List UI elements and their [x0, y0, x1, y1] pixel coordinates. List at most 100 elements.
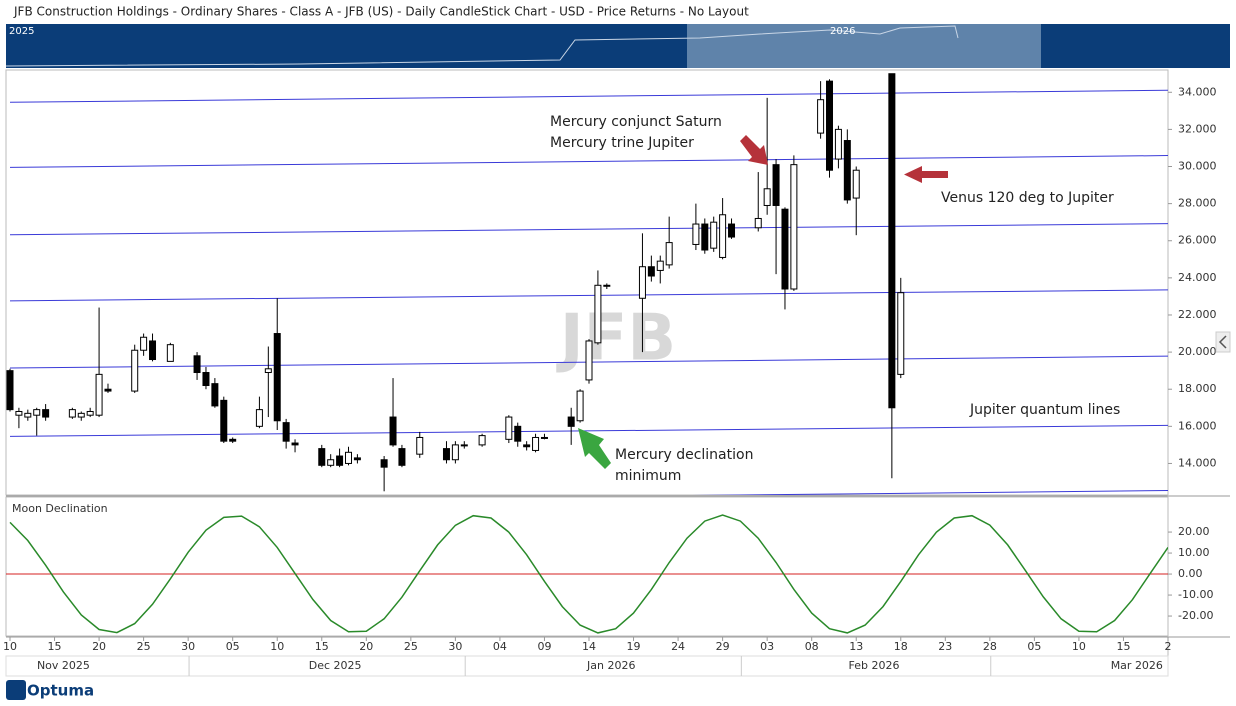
x-tick-label: 24 [671, 640, 685, 653]
candle-body [656, 260, 664, 271]
x-tick-label: 10 [3, 640, 17, 653]
candle-body [255, 409, 263, 427]
candle-body [193, 355, 201, 374]
candle-body [540, 436, 548, 439]
candle-body [888, 73, 896, 409]
logo: Optuma [27, 682, 94, 700]
y-tick-label: 20.000 [1178, 345, 1217, 358]
x-tick-label: 20 [92, 640, 106, 653]
quantum-line [9, 289, 1168, 302]
quantum-line [9, 223, 1168, 236]
candle-body [638, 266, 646, 299]
candle-body [728, 223, 736, 238]
candle-body [42, 409, 50, 418]
candle-body [772, 164, 780, 206]
candle-body [327, 459, 335, 466]
y-tick-label: 28.000 [1178, 197, 1217, 210]
candle-body [719, 214, 727, 258]
candle-body [834, 128, 842, 160]
x-tick-label: 25 [137, 640, 151, 653]
candle-body [754, 217, 762, 229]
x-tick-label: 29 [716, 640, 730, 653]
candle-body [211, 383, 219, 407]
x-tick-label: 05 [1027, 640, 1041, 653]
candle-body [95, 373, 103, 416]
y-tick-label: 0.00 [1178, 567, 1203, 580]
x-tick-label: 10 [270, 640, 284, 653]
candle-body [140, 336, 148, 351]
candle-body [826, 80, 834, 171]
candle-body [77, 412, 85, 418]
candle-body [647, 266, 655, 277]
candle-body [416, 436, 424, 455]
month-label: Mar 2026 [1111, 659, 1163, 672]
arrow [578, 428, 611, 469]
candle-body [594, 284, 602, 344]
candle-body [567, 416, 575, 427]
y-tick-label: 32.000 [1178, 122, 1217, 135]
quantum-line [9, 89, 1168, 103]
x-tick-label: 05 [226, 640, 240, 653]
side-toggle[interactable] [1215, 331, 1231, 353]
candle-body [710, 221, 718, 249]
annotation: Venus 120 deg to Jupiter [941, 190, 1114, 206]
y-tick-label: -20.00 [1178, 609, 1213, 622]
candle-body [442, 448, 450, 461]
x-tick-label: 08 [805, 640, 819, 653]
y-tick-label: -10.00 [1178, 588, 1213, 601]
y-tick-label: 30.000 [1178, 160, 1217, 173]
candle-body [665, 242, 673, 266]
candle-body [843, 140, 851, 201]
candle-body [585, 340, 593, 381]
y-tick-label: 14.000 [1178, 456, 1217, 469]
x-tick-label: 30 [181, 640, 195, 653]
candle-body [763, 188, 771, 206]
candle-body [131, 349, 139, 392]
chart-title: JFB Construction Holdings - Ordinary Sha… [13, 5, 749, 19]
navigator-label: 2026 [830, 26, 855, 37]
x-tick-label: 15 [1116, 640, 1130, 653]
candle-body [273, 333, 281, 422]
x-tick-label: 13 [849, 640, 863, 653]
candle-body [6, 370, 14, 411]
x-tick-label: 03 [760, 640, 774, 653]
candle-body [380, 459, 388, 468]
quantum-line [692, 490, 1168, 495]
candle-body [817, 99, 825, 134]
candle-body [398, 448, 406, 466]
y-tick-label: 26.000 [1178, 234, 1217, 247]
annotation: Mercury trine Jupiter [550, 135, 694, 151]
x-tick-label: 10 [1072, 640, 1086, 653]
arrow [740, 135, 768, 165]
x-tick-label: 20 [359, 640, 373, 653]
x-tick-label: 15 [315, 640, 329, 653]
annotation: minimum [615, 468, 681, 484]
navigator[interactable] [6, 24, 1230, 68]
candle-body [86, 410, 94, 416]
candle-body [852, 169, 860, 199]
candle-body [781, 208, 789, 290]
candle-body [318, 448, 326, 466]
x-tick-label: 2 [1165, 640, 1172, 653]
navigator-window[interactable] [687, 24, 1041, 68]
candle-body [282, 422, 290, 442]
quantum-line [9, 155, 1168, 168]
side-toggle-icon[interactable] [1218, 335, 1227, 349]
candle-body [460, 444, 468, 447]
x-tick-label: 09 [537, 640, 551, 653]
candle-body [291, 442, 299, 446]
candle-body [202, 372, 210, 387]
month-band [5, 655, 1169, 677]
y-tick-label: 20.00 [1178, 525, 1210, 538]
candle-body [68, 409, 76, 418]
x-tick-label: 04 [493, 640, 507, 653]
candle-body [229, 438, 237, 442]
annotation: Jupiter quantum lines [969, 402, 1120, 418]
navigator-sparkline [5, 25, 959, 67]
x-tick-label: 14 [582, 640, 596, 653]
indicator-plot [6, 514, 1168, 634]
x-tick-label: 28 [983, 640, 997, 653]
logo-mark [6, 680, 26, 700]
candle-body [33, 409, 41, 416]
